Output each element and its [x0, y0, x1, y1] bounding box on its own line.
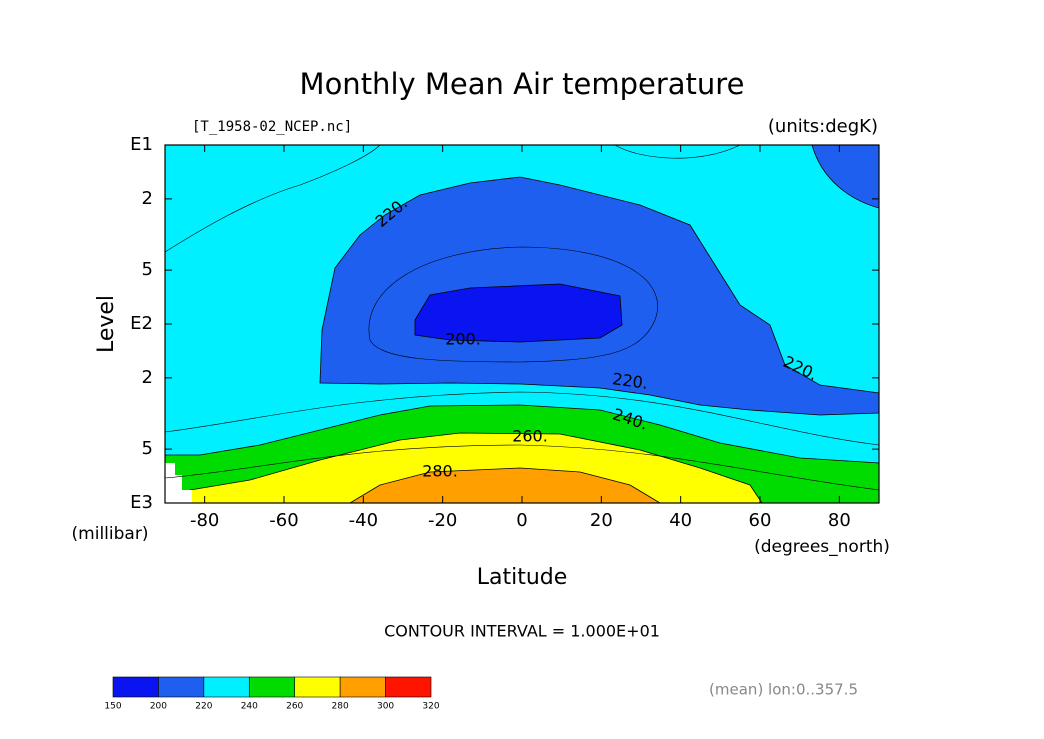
y-tick-label: 5: [142, 259, 153, 280]
x-tick-label: -40: [349, 510, 378, 531]
colorbar-box: [294, 676, 341, 698]
x-tick-label: 0: [516, 510, 527, 531]
colorbar-label: 320: [422, 702, 439, 712]
y-tick-label: 2: [142, 188, 153, 209]
y-tick-label: E1: [130, 134, 153, 155]
y-units: (millibar): [72, 524, 149, 544]
x-tick-label: -80: [190, 510, 219, 531]
y-tick-label: 5: [142, 438, 153, 459]
colorbar-label: 300: [377, 702, 394, 712]
x-tick-label: -60: [269, 510, 298, 531]
x-tick-label: -20: [428, 510, 457, 531]
colorbar-label: 200: [150, 702, 167, 712]
colorbar-box: [339, 676, 386, 698]
colorbar-label: 260: [286, 702, 303, 712]
colorbar-label: 150: [104, 702, 121, 712]
y-tick-label: 2: [142, 367, 153, 388]
y-label: Level: [94, 295, 119, 353]
x-units: (degrees_north): [754, 537, 890, 557]
contour-label: 200.: [445, 330, 481, 349]
filled-band: [414, 283, 623, 343]
contour-label: 220.: [611, 369, 649, 393]
x-tick-label: 20: [590, 510, 613, 531]
filled-band: [348, 467, 662, 504]
contour-line: [164, 444, 880, 491]
x-tick-label: 40: [669, 510, 692, 531]
chart-title: Monthly Mean Air temperature: [300, 67, 745, 101]
colorbar-label: 280: [332, 702, 349, 712]
colorbar-box: [203, 676, 250, 698]
contour-label: 260.: [512, 427, 548, 446]
contour-line: [164, 391, 880, 446]
x-tick-label: 80: [828, 510, 851, 531]
contour-line: [614, 144, 741, 159]
white-gap: [165, 463, 192, 503]
colorbar-box: [248, 676, 296, 698]
contour-line: [164, 144, 381, 253]
contour-label: 280.: [422, 462, 458, 481]
y-tick-label: E2: [130, 313, 153, 334]
colorbar-box: [158, 676, 205, 698]
colorbar-label: 240: [241, 702, 258, 712]
footer: (mean) lon:0..357.5: [709, 681, 858, 699]
colorbar-box: [385, 676, 432, 698]
x-tick-label: 60: [749, 510, 772, 531]
colorbar-box: [112, 676, 159, 698]
y-tick-label: E3: [130, 492, 153, 513]
note: CONTOUR INTERVAL = 1.000E+01: [384, 622, 660, 641]
plot-area: 220.200.220.240.260.280.220.: [164, 144, 880, 504]
contour-line: [368, 246, 658, 363]
file-label: [T_1958-02_NCEP.nc]: [192, 119, 352, 135]
units-label: (units:degK): [768, 116, 878, 137]
colorbar-label: 220: [195, 702, 212, 712]
x-label: Latitude: [477, 565, 568, 590]
